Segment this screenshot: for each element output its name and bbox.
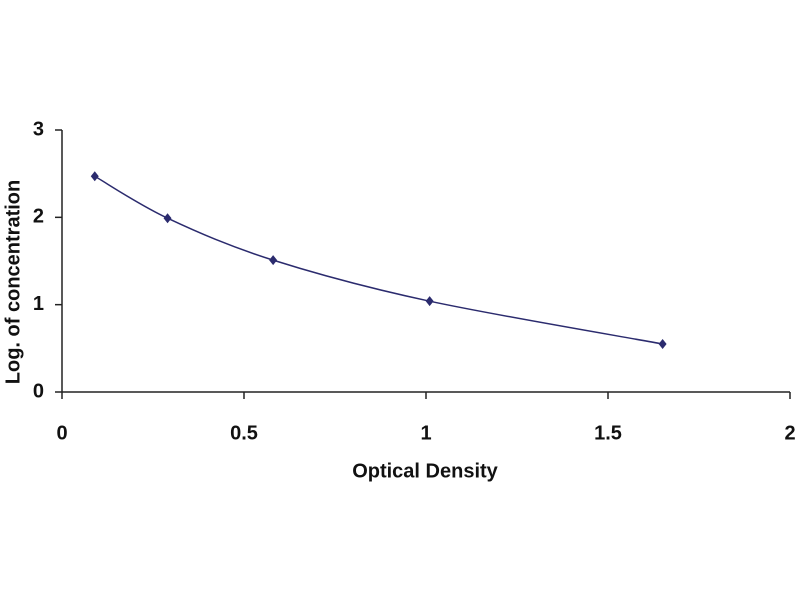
point <box>90 171 99 182</box>
y-tick-label: 3 <box>33 118 44 140</box>
point <box>658 338 667 349</box>
y-tick-label: 2 <box>33 206 44 228</box>
y-axis-label: Log. of concentration <box>2 180 24 384</box>
point <box>269 255 278 266</box>
trend-line <box>94 175 663 345</box>
x-tick-label: 1 <box>420 422 431 444</box>
x-tick-label: 0 <box>56 422 67 444</box>
x-tick-label: 1.5 <box>594 422 622 444</box>
x-axis-label: Optical Density <box>352 460 498 482</box>
y-tick-label: 0 <box>33 380 44 402</box>
x-tick-label: 0.5 <box>230 422 258 444</box>
point <box>425 296 434 307</box>
point <box>163 213 172 224</box>
y-tick-label: 1 <box>33 293 44 315</box>
x-tick-label: 2 <box>784 422 795 444</box>
